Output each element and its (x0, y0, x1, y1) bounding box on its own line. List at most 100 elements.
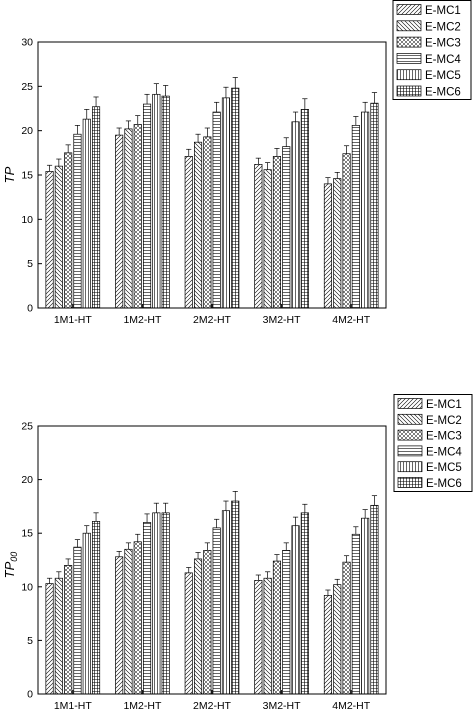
bar (342, 153, 351, 309)
bar (333, 584, 342, 695)
bar (351, 124, 360, 309)
bar (124, 128, 133, 309)
bar (184, 156, 193, 309)
y-tick-label: 15 (21, 528, 33, 540)
y-axis-label: TP00 (2, 552, 19, 579)
x-tick-label: 1M1-HT (54, 314, 93, 326)
bar (64, 152, 73, 309)
legend-swatch (397, 461, 423, 473)
legend-label: E-MC3 (426, 431, 462, 443)
tp00-axes: 0 5 10 15 20 25 TP00 1M1-HT 1M2-HT 2M2-HT 3M2-HT 4M… (2, 421, 387, 711)
y-tick-label: 20 (21, 474, 33, 486)
legend-label: E-MC4 (426, 446, 462, 458)
legend-swatch (396, 69, 422, 81)
bar (300, 109, 309, 309)
bar (323, 183, 333, 309)
bar (133, 541, 142, 695)
legend-swatch (396, 20, 422, 32)
bar (91, 521, 101, 695)
bar (221, 97, 231, 309)
legend-swatch (396, 36, 422, 48)
tp00-legend: E-MC1 E-MC2 E-MC3 E-MC4 E-MC5 E-MC6 (393, 394, 473, 492)
bar (45, 583, 54, 695)
bar (370, 102, 379, 309)
bar (203, 136, 212, 309)
bar (161, 95, 170, 309)
bar (291, 121, 300, 309)
legend-swatch (396, 53, 422, 64)
bar (254, 580, 263, 695)
legend-label: E-MC3 (425, 38, 461, 50)
bar (333, 178, 342, 309)
y-tick-label: 25 (21, 81, 33, 93)
bar (82, 118, 91, 309)
bar (361, 111, 370, 309)
legend-label: E-MC6 (426, 478, 462, 490)
tp00-chart: 0 5 10 15 20 25 TP00 1M1-HT 1M2-HT 2M2-HT 3M2-HT 4M… (2, 394, 473, 711)
legend-label: E-MC2 (426, 415, 462, 427)
bar (370, 504, 379, 695)
y-tick-label: 20 (21, 125, 33, 137)
bar (115, 134, 124, 309)
bar (291, 525, 300, 695)
tp-chart: 0 5 10 15 20 25 30 TP 1M1-HT 1M2-HT 2M2-HT 3M2-HT 4M… (2, 0, 472, 326)
tp-bars (45, 77, 379, 309)
bar (231, 500, 240, 695)
y-tick-label: 15 (21, 170, 33, 182)
bar (73, 133, 82, 309)
legend-swatch (397, 477, 423, 488)
y-tick-label: 0 (27, 689, 33, 701)
bar (45, 171, 54, 309)
y-tick-label: 25 (21, 421, 33, 433)
bar (161, 512, 170, 695)
bar (152, 93, 161, 309)
legend-label: E-MC5 (425, 70, 461, 82)
legend-swatch (397, 429, 423, 441)
bar (115, 556, 124, 695)
bar (91, 106, 101, 309)
y-axis-label-main: TP (2, 166, 17, 183)
y-tick-label: 0 (27, 303, 33, 315)
x-tick-label: 2M2-HT (193, 314, 232, 326)
bar (54, 165, 63, 309)
legend-swatch (397, 445, 423, 457)
bar (124, 548, 133, 695)
bar (342, 561, 351, 695)
tp-legend: E-MC1 E-MC2 E-MC3 E-MC4 E-MC5 E-MC6 (392, 0, 472, 100)
y-tick-label: 10 (21, 214, 33, 226)
x-tick-label: 3M2-HT (263, 314, 302, 326)
bar (263, 577, 272, 695)
x-tick-label: 1M1-HT (54, 700, 93, 711)
bar (282, 146, 291, 309)
legend-swatch (397, 398, 423, 409)
bar (221, 510, 231, 695)
legend-label: E-MC4 (425, 54, 461, 66)
x-tick-label: 1M2-HT (123, 700, 162, 711)
bar (54, 577, 63, 695)
bar (73, 546, 82, 695)
bar (212, 527, 221, 695)
bar (64, 565, 73, 695)
legend-swatch (396, 4, 422, 15)
bar (203, 550, 212, 695)
legend-swatch (396, 85, 422, 97)
bar (152, 512, 161, 695)
bar (272, 560, 282, 695)
bar (143, 103, 152, 309)
bar (82, 532, 91, 695)
y-axis-label: TP (2, 166, 17, 183)
bar (300, 512, 309, 695)
bar (143, 522, 152, 695)
tp00-bars (45, 491, 379, 695)
bar (194, 141, 203, 309)
x-tick-label: 3M2-HT (263, 700, 302, 711)
bar (254, 164, 263, 309)
legend-label: E-MC1 (426, 399, 462, 411)
legend-swatch (397, 413, 423, 425)
bar (184, 572, 193, 695)
x-tick-label: 4M2-HT (332, 314, 371, 326)
y-tick-label: 5 (27, 258, 33, 270)
y-axis-label-main: TP (2, 561, 17, 578)
bar (133, 124, 142, 309)
y-tick-label: 10 (21, 581, 33, 593)
